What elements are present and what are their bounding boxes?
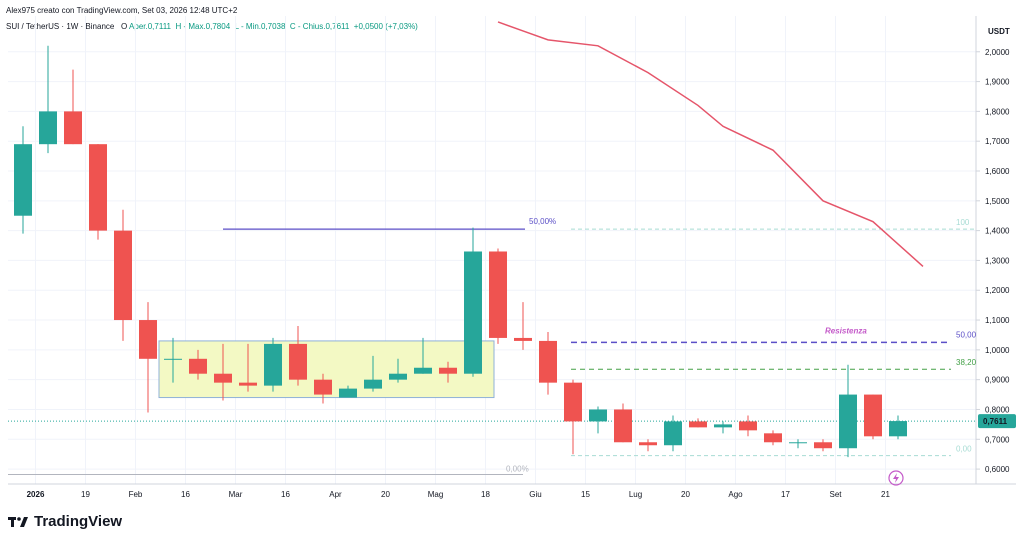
price-axis-tick: 1,8000: [985, 107, 1010, 116]
moving-average-line: [497, 21, 924, 267]
candle-body: [89, 144, 107, 231]
fib-0-label: 0,00%: [506, 464, 529, 473]
price-axis-tick: 0,9000: [985, 376, 1010, 385]
candle-body: [464, 251, 482, 374]
price-axis-tick: 1,9000: [985, 78, 1010, 87]
time-axis-label: Feb: [129, 490, 143, 499]
candle-body: [864, 394, 882, 437]
time-axis-label: 2026: [27, 490, 45, 499]
fib-50-label: 50,00%: [529, 217, 556, 226]
price-axis-tick: 2,0000: [985, 48, 1010, 57]
open-price: Aper.0,7111: [129, 22, 171, 31]
candle-body: [539, 340, 557, 383]
candle-body: [214, 373, 232, 383]
candle-body: [589, 409, 607, 422]
resistance-label: Resistenza: [825, 326, 867, 335]
time-axis-label: Ago: [728, 490, 743, 499]
time-axis-label: 18: [481, 490, 490, 499]
time-axis-label: 16: [181, 490, 190, 499]
candle-body: [139, 320, 157, 359]
time-axis-label: 17: [781, 490, 790, 499]
price-axis-tick: 1,5000: [985, 197, 1010, 206]
time-axis-label: 20: [381, 490, 390, 499]
candle-body: [889, 421, 907, 437]
candle-body: [64, 111, 82, 145]
candle-body: [514, 337, 532, 341]
open-value: O: [121, 22, 128, 31]
time-axis-label: 16: [281, 490, 290, 499]
candle-body: [814, 442, 832, 449]
candle-body: [314, 379, 332, 395]
price-axis-tick: 1,1000: [985, 316, 1010, 325]
candle-body: [564, 382, 582, 422]
event-marker-icon[interactable]: [888, 470, 904, 486]
candle-body: [264, 343, 282, 386]
time-axis-label: Set: [829, 490, 842, 499]
high-price: H - Max.0,7804: [175, 22, 231, 31]
tradingview-footer: TradingView: [8, 513, 122, 530]
time-axis-label: 15: [581, 490, 590, 499]
fib-38-label: 38,20: [956, 358, 977, 367]
price-axis-tick: 1,3000: [985, 256, 1010, 265]
candle-body: [389, 373, 407, 380]
price-axis-tick: 1,6000: [985, 167, 1010, 176]
fib-0-right-label: 0,00: [956, 445, 972, 454]
price-axis-tick: 1,4000: [985, 227, 1010, 236]
candle-body: [14, 144, 32, 216]
price-axis-unit: USDT: [988, 27, 1010, 36]
last-price-text: 0,7611: [983, 417, 1008, 426]
fib-100-label: 100: [956, 218, 970, 227]
time-axis-label: Mar: [229, 490, 243, 499]
candle-body: [439, 367, 457, 374]
candle-body: [764, 433, 782, 443]
price-axis-tick: 0,8000: [985, 405, 1010, 414]
time-axis-label: Apr: [329, 490, 342, 499]
time-axis-label: Lug: [629, 490, 642, 499]
price-axis-tick: 1,7000: [985, 137, 1010, 146]
low-price: L - Min.0,7038: [234, 22, 286, 31]
price-axis-tick: 1,2000: [985, 286, 1010, 295]
candle-body: [289, 343, 307, 380]
candle-body: [714, 424, 732, 428]
candle-body: [489, 251, 507, 338]
symbol-label[interactable]: SUI / TetherUS · 1W · Binance: [6, 22, 115, 31]
candle-body: [239, 382, 257, 386]
candle-body: [189, 358, 207, 374]
candle-body: [789, 442, 807, 444]
time-axis-label: Mag: [428, 490, 444, 499]
price-axis-tick: 1,0000: [985, 346, 1010, 355]
time-axis-label: 20: [681, 490, 690, 499]
candle-body: [39, 111, 57, 145]
tradingview-logo-icon: [8, 516, 28, 527]
chart-author-line: Alex975 creato con TradingView.com, Set …: [6, 6, 238, 15]
lightning-icon: [893, 473, 899, 483]
tradingview-logo-text: TradingView: [34, 513, 123, 530]
candle-body: [839, 394, 857, 449]
candle-body: [164, 358, 182, 360]
candle-body: [664, 421, 682, 446]
close-price: C - Chius.0,7611: [289, 22, 350, 31]
fib-50-right-label: 50,00: [956, 330, 977, 339]
time-axis-label: 21: [881, 490, 890, 499]
candle-body: [414, 367, 432, 374]
candle-body: [364, 379, 382, 389]
time-axis-label: 19: [81, 490, 90, 499]
candle-body: [639, 442, 657, 446]
price-axis-tick: 0,7000: [985, 435, 1010, 444]
last-price-badge: [978, 414, 1016, 429]
candle-body: [689, 421, 707, 428]
time-axis-label: Giu: [529, 490, 541, 499]
candle-body: [114, 230, 132, 321]
price-axis-tick: 0,6000: [985, 465, 1010, 474]
candle-body: [339, 388, 357, 398]
candle-body: [739, 421, 757, 431]
candle-body: [614, 409, 632, 443]
